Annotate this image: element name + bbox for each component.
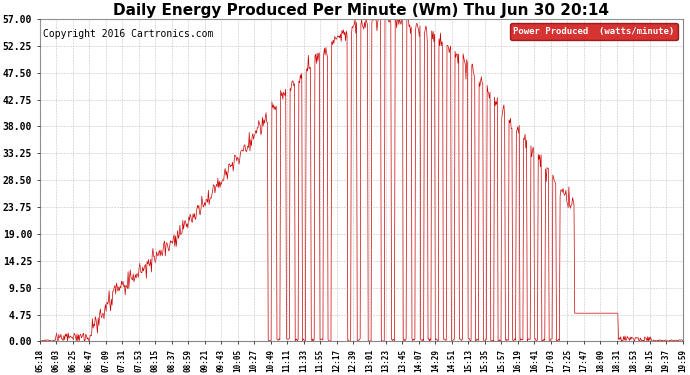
Legend: Power Produced  (watts/minute): Power Produced (watts/minute)	[510, 24, 678, 40]
Title: Daily Energy Produced Per Minute (Wm) Thu Jun 30 20:14: Daily Energy Produced Per Minute (Wm) Th…	[113, 3, 609, 18]
Text: Copyright 2016 Cartronics.com: Copyright 2016 Cartronics.com	[43, 28, 213, 39]
